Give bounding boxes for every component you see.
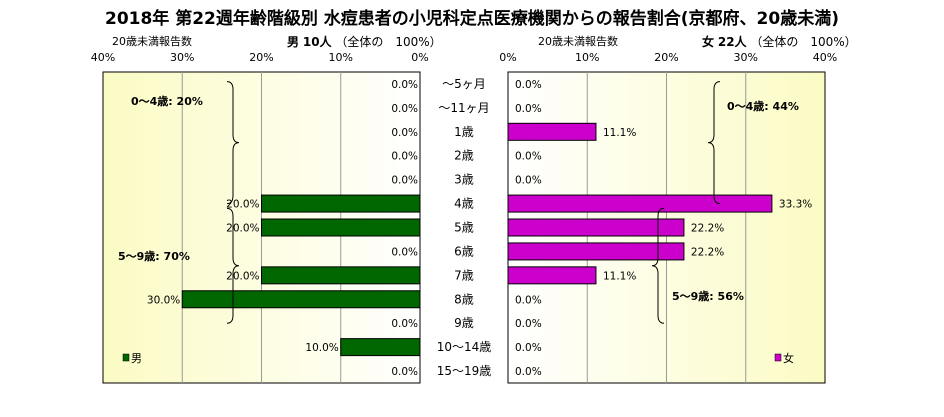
category-label: 4歳	[454, 197, 474, 211]
right-value-label: 0.0%	[515, 175, 542, 187]
category-label: 15〜19歳	[437, 364, 492, 378]
right-tick-label: 0%	[499, 51, 516, 64]
category-label: 8歳	[454, 292, 474, 306]
right-value-label: 33.3%	[779, 199, 812, 211]
category-label: 10〜14歳	[437, 340, 492, 354]
left-value-label: 20.0%	[226, 199, 259, 211]
left-value-label: 10.0%	[305, 342, 338, 354]
right-value-label: 0.0%	[515, 342, 542, 354]
right-value-label: 0.0%	[515, 366, 542, 378]
left-tick-label: 30%	[170, 51, 194, 64]
left-value-label: 0.0%	[391, 103, 418, 115]
right-axis-label: 20歳未満報告数	[538, 35, 618, 48]
right-tick-label: 40%	[813, 51, 837, 64]
left-tick-label: 10%	[329, 51, 353, 64]
category-label: 1歳	[454, 125, 474, 139]
left-bar	[340, 338, 421, 357]
left-brace-0-4	[226, 81, 240, 205]
left-total-label: （全体の 100%）	[335, 35, 442, 49]
left-bar	[261, 194, 421, 213]
right-value-label: 0.0%	[515, 103, 542, 115]
left-tick-label: 0%	[411, 51, 428, 64]
right-bar	[507, 242, 685, 261]
left-value-label: 0.0%	[391, 151, 418, 163]
right-value-label: 22.2%	[691, 223, 724, 235]
right-sex-label: 女	[702, 35, 715, 49]
left-value-label: 30.0%	[147, 294, 180, 306]
category-label: 7歳	[454, 268, 474, 282]
left-bar	[181, 290, 421, 309]
right-brace-0-4	[707, 81, 721, 205]
right-tick-label: 10%	[575, 51, 599, 64]
right-value-label: 0.0%	[515, 151, 542, 163]
right-bar	[507, 122, 597, 141]
left-bar	[261, 266, 421, 285]
left-count-label: 10人	[302, 35, 332, 49]
left-legend-label: 男	[131, 352, 142, 365]
chart-title: 2018年 第22週年齢階級別 水痘患者の小児科定点医療機関からの報告割合(京都…	[104, 9, 839, 29]
right-value-label: 0.0%	[515, 318, 542, 330]
category-label: 〜5ヶ月	[442, 77, 486, 91]
right-legend-swatch	[774, 353, 782, 362]
left-value-label: 0.0%	[391, 246, 418, 258]
left-bar	[261, 218, 421, 237]
right-tick-label: 20%	[654, 51, 678, 64]
right-bar	[507, 266, 597, 285]
right-value-label: 11.1%	[603, 127, 636, 139]
right-annotation-0-4: 0〜4歳: 44%	[727, 99, 799, 113]
right-legend-label: 女	[783, 351, 794, 365]
right-total-label: （全体の 100%）	[750, 35, 857, 49]
left-value-label: 0.0%	[391, 175, 418, 187]
category-label: 5歳	[454, 221, 474, 235]
left-value-label: 0.0%	[391, 79, 418, 91]
right-value-label: 22.2%	[691, 246, 724, 258]
right-tick-label: 30%	[734, 51, 758, 64]
category-label: 3歳	[454, 173, 474, 187]
left-brace-5-9	[226, 207, 240, 324]
category-label: 2歳	[454, 149, 474, 163]
left-value-label: 20.0%	[226, 270, 259, 282]
left-tick-label: 40%	[91, 51, 115, 64]
left-sex-label: 男	[287, 35, 300, 49]
left-value-label: 0.0%	[391, 366, 418, 378]
right-header: 女 22人 （全体の 100%）	[702, 33, 857, 50]
left-annotation-5-9: 5〜9歳: 70%	[118, 249, 190, 263]
category-label: 9歳	[454, 316, 474, 330]
right-count-label: 22人	[717, 35, 747, 49]
right-annotation-5-9: 5〜9歳: 56%	[672, 289, 744, 303]
left-value-label: 0.0%	[391, 127, 418, 139]
left-value-label: 0.0%	[391, 318, 418, 330]
right-value-label: 0.0%	[515, 294, 542, 306]
left-annotation-0-4: 0〜4歳: 20%	[131, 94, 203, 108]
right-bar	[507, 194, 773, 213]
left-axis-label: 20歳未満報告数	[112, 35, 192, 48]
left-header: 男 10人 （全体の 100%）	[287, 33, 442, 50]
category-label: 6歳	[454, 244, 474, 258]
left-tick-label: 20%	[249, 51, 273, 64]
right-value-label: 0.0%	[515, 79, 542, 91]
left-legend-swatch	[122, 353, 130, 362]
right-value-label: 11.1%	[603, 270, 636, 282]
right-brace-5-9	[651, 207, 665, 324]
category-label: 〜11ヶ月	[438, 101, 489, 115]
left-value-label: 20.0%	[226, 223, 259, 235]
right-bar	[507, 218, 685, 237]
